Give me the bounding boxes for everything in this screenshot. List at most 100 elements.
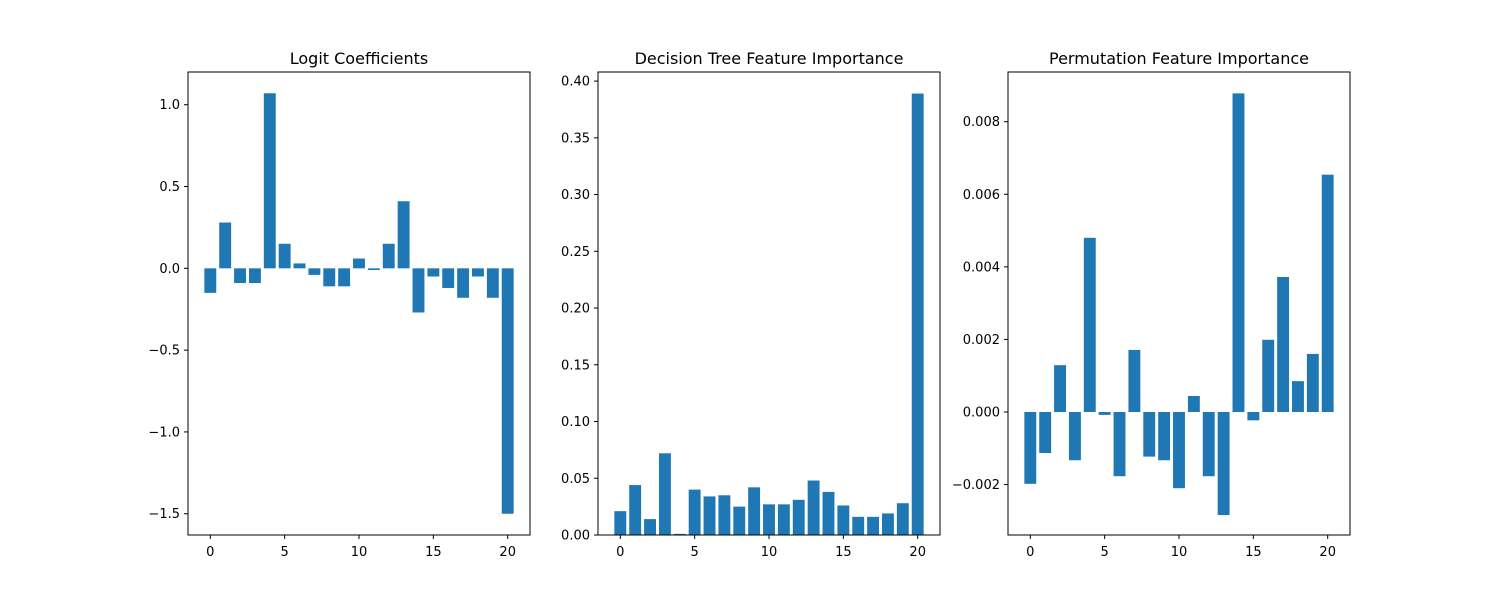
axes-frame <box>597 71 941 536</box>
x-tick-label: 0 <box>1026 545 1034 560</box>
bar-11 <box>1187 396 1200 412</box>
y-tick-label: 0.0 <box>159 262 180 277</box>
y-tick-label: 0.008 <box>963 115 1000 130</box>
bar-16 <box>852 516 865 535</box>
bar-12 <box>1202 411 1215 477</box>
bar-10 <box>1173 411 1185 489</box>
bar-13 <box>807 480 820 535</box>
bar-16 <box>442 268 455 288</box>
x-tick-label: 5 <box>1101 545 1109 560</box>
y-tick-label: 0.5 <box>159 180 180 195</box>
x-tick-label: 15 <box>835 545 852 560</box>
bar-1 <box>219 222 232 269</box>
y-tick-label: 1.0 <box>159 98 180 113</box>
x-tick-label: 5 <box>281 545 289 560</box>
bar-19 <box>486 268 499 298</box>
bar-17 <box>1277 277 1290 412</box>
bar-19 <box>1306 353 1319 412</box>
bar-5 <box>688 489 701 535</box>
y-tick-label: 0.002 <box>963 333 1000 348</box>
bar-series <box>204 93 514 514</box>
x-tick-label: 20 <box>909 545 926 560</box>
bar-7 <box>308 268 321 275</box>
y-tick-label: 0.30 <box>561 188 590 203</box>
y-tick-label: −1.0 <box>148 425 180 440</box>
y-tick-label: 0.15 <box>561 358 590 373</box>
y-tick-label: 0.10 <box>561 415 590 430</box>
x-tick-label: 10 <box>761 545 778 560</box>
bar-5 <box>1098 411 1111 415</box>
bar-19 <box>896 503 909 535</box>
bar-6 <box>293 263 306 269</box>
y-tick-label: 0.00 <box>561 529 590 544</box>
bar-9 <box>1158 411 1171 461</box>
y-tick-label: 0.25 <box>561 245 590 260</box>
bar-9 <box>748 487 761 535</box>
x-tick-label: 0 <box>616 545 624 560</box>
bar-3 <box>1068 411 1081 461</box>
x-tick-label: 5 <box>691 545 699 560</box>
bar-series <box>614 93 924 535</box>
y-tick-label: 0.05 <box>561 472 590 487</box>
bar-8 <box>733 506 746 535</box>
chart-title: Decision Tree Feature Importance <box>635 49 904 68</box>
bar-2 <box>1054 365 1066 412</box>
bar-15 <box>427 268 440 277</box>
bar-7 <box>718 495 731 535</box>
bar-20 <box>911 93 924 535</box>
y-tick-label: 0.20 <box>561 302 590 317</box>
bar-5 <box>278 243 291 269</box>
bar-14 <box>412 268 425 313</box>
axes-frame <box>187 71 531 536</box>
bar-4 <box>1083 237 1096 412</box>
y-tick-label: −1.5 <box>148 507 180 522</box>
bar-2 <box>644 519 656 535</box>
bar-14 <box>822 491 835 535</box>
y-tick-label: 0.35 <box>561 131 590 146</box>
bar-17 <box>867 516 880 535</box>
bar-18 <box>472 268 484 277</box>
x-tick-label: 20 <box>499 545 516 560</box>
bar-10 <box>353 258 365 269</box>
bar-18 <box>882 513 894 535</box>
chart-panel-3: 0 5 10 15 20 0.008 0.006 0.004 0.002 0.000 −0.002 P… <box>952 49 1351 560</box>
bar-1 <box>629 485 642 535</box>
bar-15 <box>1247 411 1260 421</box>
x-tick-label: 20 <box>1319 545 1336 560</box>
bar-8 <box>1143 411 1156 457</box>
x-tick-label: 15 <box>1245 545 1262 560</box>
y-tick-label: 0.000 <box>963 405 1000 420</box>
bar-11 <box>367 268 380 270</box>
bar-6 <box>1113 411 1126 477</box>
bar-0 <box>1024 411 1037 484</box>
y-tick-label: 0.40 <box>561 75 590 90</box>
bar-0 <box>204 268 217 293</box>
bar-series <box>1024 93 1334 516</box>
bar-9 <box>338 268 351 287</box>
bar-13 <box>1217 411 1230 516</box>
bar-6 <box>703 496 716 535</box>
y-tick-label: −0.5 <box>148 344 180 359</box>
bar-16 <box>1262 339 1275 412</box>
x-tick-label: 0 <box>206 545 214 560</box>
bar-0 <box>614 511 627 535</box>
chart-panel-1: 0 5 10 15 20 1.0 0.5 0.0 −0.5 −1.0 −1.5 Logit Coeff… <box>148 49 531 560</box>
bar-12 <box>792 499 805 535</box>
bar-14 <box>1232 93 1245 412</box>
y-tick-label: 0.004 <box>963 260 1000 275</box>
x-tick-label: 10 <box>1171 545 1188 560</box>
bar-1 <box>1039 411 1052 453</box>
bar-13 <box>397 201 410 269</box>
bar-8 <box>323 268 336 287</box>
bar-15 <box>837 505 850 535</box>
bar-11 <box>777 504 790 535</box>
bar-20 <box>1321 174 1334 412</box>
y-tick-label: 0.006 <box>963 188 1000 203</box>
bar-4 <box>673 533 686 535</box>
x-tick-label: 15 <box>425 545 442 560</box>
bar-10 <box>763 504 775 535</box>
chart-panel-2: 0 5 10 15 20 0.40 0.35 0.30 0.25 0.20 0.15 0.10 0.05… <box>561 49 941 560</box>
y-tick-label: −0.002 <box>952 478 1000 493</box>
